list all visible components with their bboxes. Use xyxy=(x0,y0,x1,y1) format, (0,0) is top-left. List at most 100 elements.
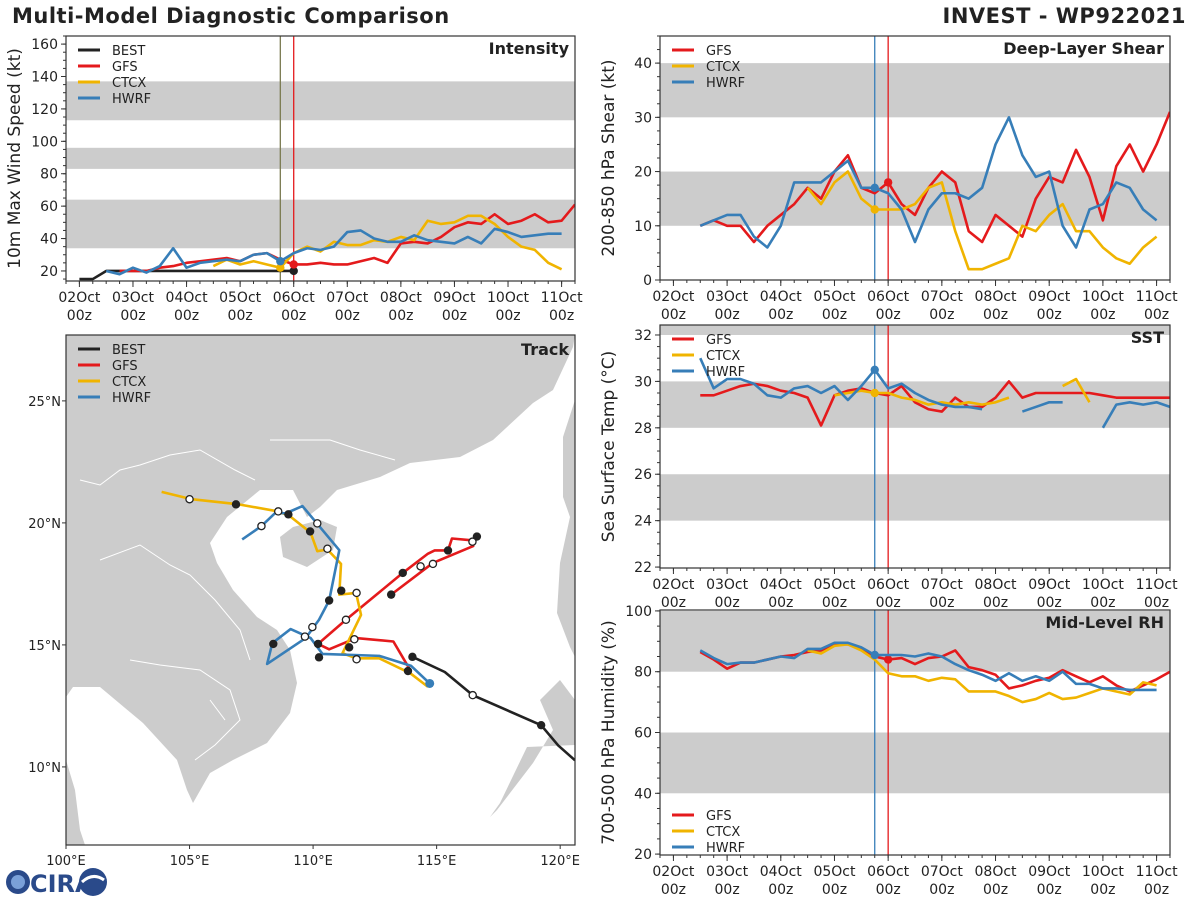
x-tick-label-day: 04Oct xyxy=(760,864,803,880)
x-tick-label-hour: 00z xyxy=(1144,595,1169,611)
x-tick-label-day: 08Oct xyxy=(975,289,1018,305)
lon-tick-label: 115°E xyxy=(417,854,457,869)
panel-title: SST xyxy=(1131,328,1164,347)
x-tick-label-day: 03Oct xyxy=(706,577,749,593)
sst-panel: 22 24 26 28 30 32 02Oct 00z 03Oct 00z 04Oct 00z 05Oc… xyxy=(599,324,1178,611)
y-tick-label: 28 xyxy=(634,421,652,437)
y-tick-label: 140 xyxy=(31,70,58,86)
series-point-ctcx xyxy=(870,388,879,398)
legend-label-ctcx: CTCX xyxy=(112,375,146,390)
series-line-hwrf xyxy=(1101,400,1170,429)
x-tick-label-hour: 00z xyxy=(822,307,847,323)
y-tick-label: 100 xyxy=(625,604,652,620)
track-point-filled xyxy=(337,586,346,595)
track-point-filled xyxy=(313,639,323,649)
y-tick-label: 80 xyxy=(634,665,652,681)
y-axis-label: 200-850 hPa Shear (kt) xyxy=(599,59,619,256)
series-point-ctcx xyxy=(276,263,285,272)
track-start-point-hwrf xyxy=(425,678,435,688)
x-tick-label-hour: 00z xyxy=(661,882,686,898)
intensity-panel: 20 40 60 80 100 120 140 160 02Oct 00z 03Oct 00z 04Oc… xyxy=(5,35,584,324)
y-tick-label: 100 xyxy=(31,134,58,150)
storm-id: INVEST - WP922021 xyxy=(942,4,1186,28)
panel-title: Track xyxy=(521,340,569,359)
x-tick-label-day: 08Oct xyxy=(975,577,1018,593)
malay-peninsula xyxy=(66,760,85,845)
series-line-gfs xyxy=(699,111,1170,244)
shaded-band xyxy=(660,381,1170,428)
x-tick-label-day: 03Oct xyxy=(706,289,749,305)
x-tick-label-hour: 00z xyxy=(549,308,574,324)
x-tick-label-hour: 00z xyxy=(822,882,847,898)
x-tick-label-day: 07Oct xyxy=(921,864,964,880)
x-tick-label-hour: 00z xyxy=(768,882,793,898)
series-line-ctcx xyxy=(1062,377,1091,403)
y-axis-label: 700-500 hPa Humidity (%) xyxy=(599,620,619,844)
track-line-best xyxy=(411,655,575,762)
legend-label-gfs: GFS xyxy=(706,333,732,348)
shaded-band xyxy=(660,171,1170,226)
track-point-filled xyxy=(403,666,413,676)
shaded-band xyxy=(66,199,575,249)
y-tick-label: 60 xyxy=(40,199,58,215)
y-tick-label: 22 xyxy=(634,560,652,576)
x-tick-label-day: 10Oct xyxy=(1082,577,1125,593)
shaded-band xyxy=(660,732,1170,794)
x-tick-label-hour: 00z xyxy=(495,308,520,324)
series-line-ctcx xyxy=(834,389,1010,406)
track-point-filled xyxy=(386,590,396,599)
x-tick-label-hour: 00z xyxy=(715,307,740,323)
track-line-ctcx xyxy=(161,490,429,688)
y-tick-label: 32 xyxy=(634,328,652,344)
x-tick-label-day: 11Oct xyxy=(1136,864,1179,880)
series-point-gfs xyxy=(883,178,893,187)
y-tick-label: 24 xyxy=(634,514,652,530)
x-tick-label-hour: 00z xyxy=(715,595,740,611)
x-tick-label-day: 02Oct xyxy=(652,289,695,305)
x-tick-label-hour: 00z xyxy=(983,307,1008,323)
track-point-filled xyxy=(443,546,453,555)
panel-title: Intensity xyxy=(489,39,570,58)
y-axis-label: 10m Max Wind Speed (kt) xyxy=(5,48,25,269)
x-tick-label-day: 07Oct xyxy=(326,290,369,306)
x-tick-label-day: 02Oct xyxy=(58,290,101,306)
x-tick-label-hour: 00z xyxy=(174,308,199,324)
x-tick-label-day: 03Oct xyxy=(112,290,155,306)
x-tick-label-hour: 00z xyxy=(929,307,954,323)
x-tick-label-hour: 00z xyxy=(983,595,1008,611)
series-line-ctcx xyxy=(806,170,1158,271)
x-tick-label-hour: 00z xyxy=(768,595,793,611)
x-tick-label-day: 04Oct xyxy=(760,289,803,305)
x-tick-label-hour: 00z xyxy=(661,595,686,611)
lat-tick-label: 20°N xyxy=(28,517,61,532)
shaded-band xyxy=(660,474,1170,521)
track-point-filled xyxy=(408,652,417,662)
x-tick-label-day: 08Oct xyxy=(380,290,423,306)
legend-label-gfs: GFS xyxy=(706,809,732,824)
legend-label-hwrf: HWRF xyxy=(112,92,151,107)
lon-tick-label: 100°E xyxy=(46,854,86,869)
series-point-gfs xyxy=(289,260,298,269)
series-line-hwrf xyxy=(699,357,983,411)
y-tick-label: 40 xyxy=(40,232,58,248)
legend-label-ctcx: CTCX xyxy=(706,349,740,364)
track-point-filled xyxy=(536,720,546,730)
track-point-filled xyxy=(344,643,354,652)
x-tick-label-hour: 00z xyxy=(1144,307,1169,323)
track-point-open xyxy=(416,562,425,571)
shaded-band xyxy=(660,63,1170,118)
lat-tick-label: 10°N xyxy=(28,761,61,776)
y-tick-label: 120 xyxy=(31,102,58,118)
track-point-open xyxy=(300,632,310,641)
track-point-open xyxy=(323,544,332,554)
y-axis-label: Sea Surface Temp (°C) xyxy=(599,351,619,543)
x-tick-label-day: 11Oct xyxy=(541,290,584,306)
x-tick-label-day: 05Oct xyxy=(813,864,856,880)
x-tick-label-day: 09Oct xyxy=(433,290,476,306)
x-tick-label-day: 09Oct xyxy=(1028,289,1071,305)
panel-title: Deep-Layer Shear xyxy=(1003,39,1164,58)
x-tick-label-day: 06Oct xyxy=(867,289,910,305)
series-line-gfs xyxy=(700,380,1170,427)
track-panel: 100°E 105°E 110°E 115°E 120°E 10°N 15°N 20°N 25°… xyxy=(28,334,580,869)
